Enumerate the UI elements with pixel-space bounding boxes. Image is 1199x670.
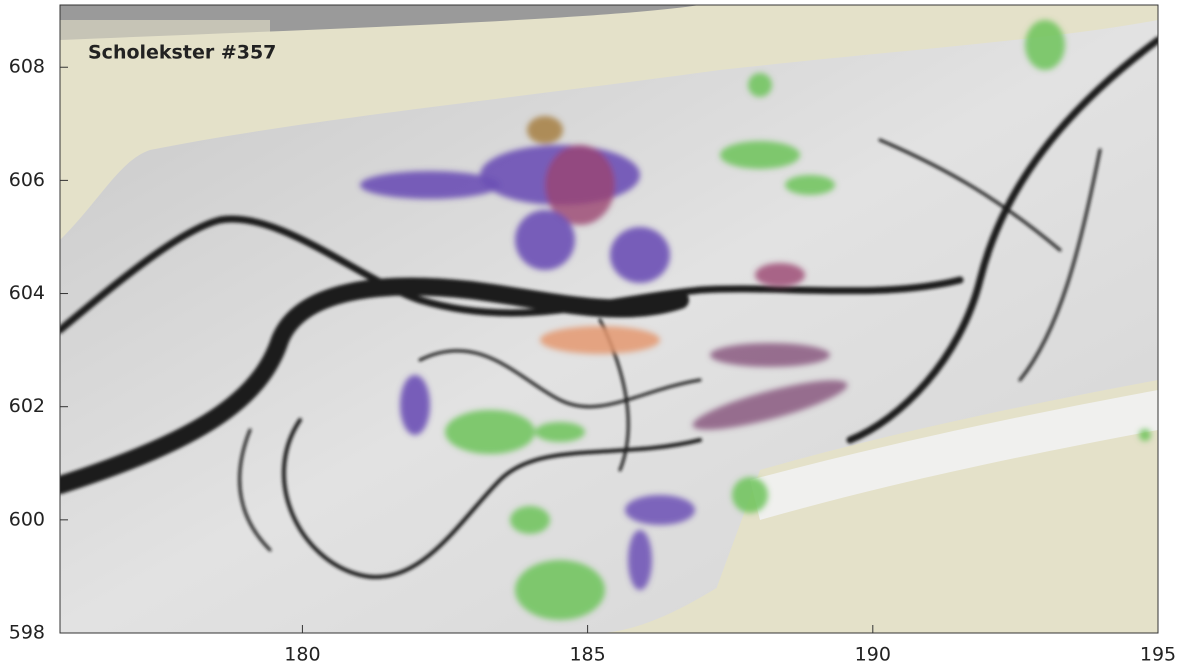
x-tick-label: 195 — [1140, 644, 1176, 666]
y-tick-label: 604 — [9, 282, 45, 304]
y-tick-label: 600 — [9, 508, 45, 530]
y-tick-label: 602 — [9, 395, 45, 417]
map-chart: Scholekster #357 180 185 190 195 598 600 602 60… — [0, 0, 1199, 670]
y-tick-label: 606 — [9, 169, 45, 191]
map-title: Scholekster #357 — [88, 42, 276, 64]
x-tick-label: 190 — [855, 644, 891, 666]
y-tick-label: 608 — [9, 56, 45, 78]
x-tick-label: 185 — [569, 644, 605, 666]
x-tick-label: 180 — [284, 644, 320, 666]
y-tick-label: 598 — [9, 622, 45, 644]
map-area: Scholekster #357 — [60, 5, 1158, 633]
